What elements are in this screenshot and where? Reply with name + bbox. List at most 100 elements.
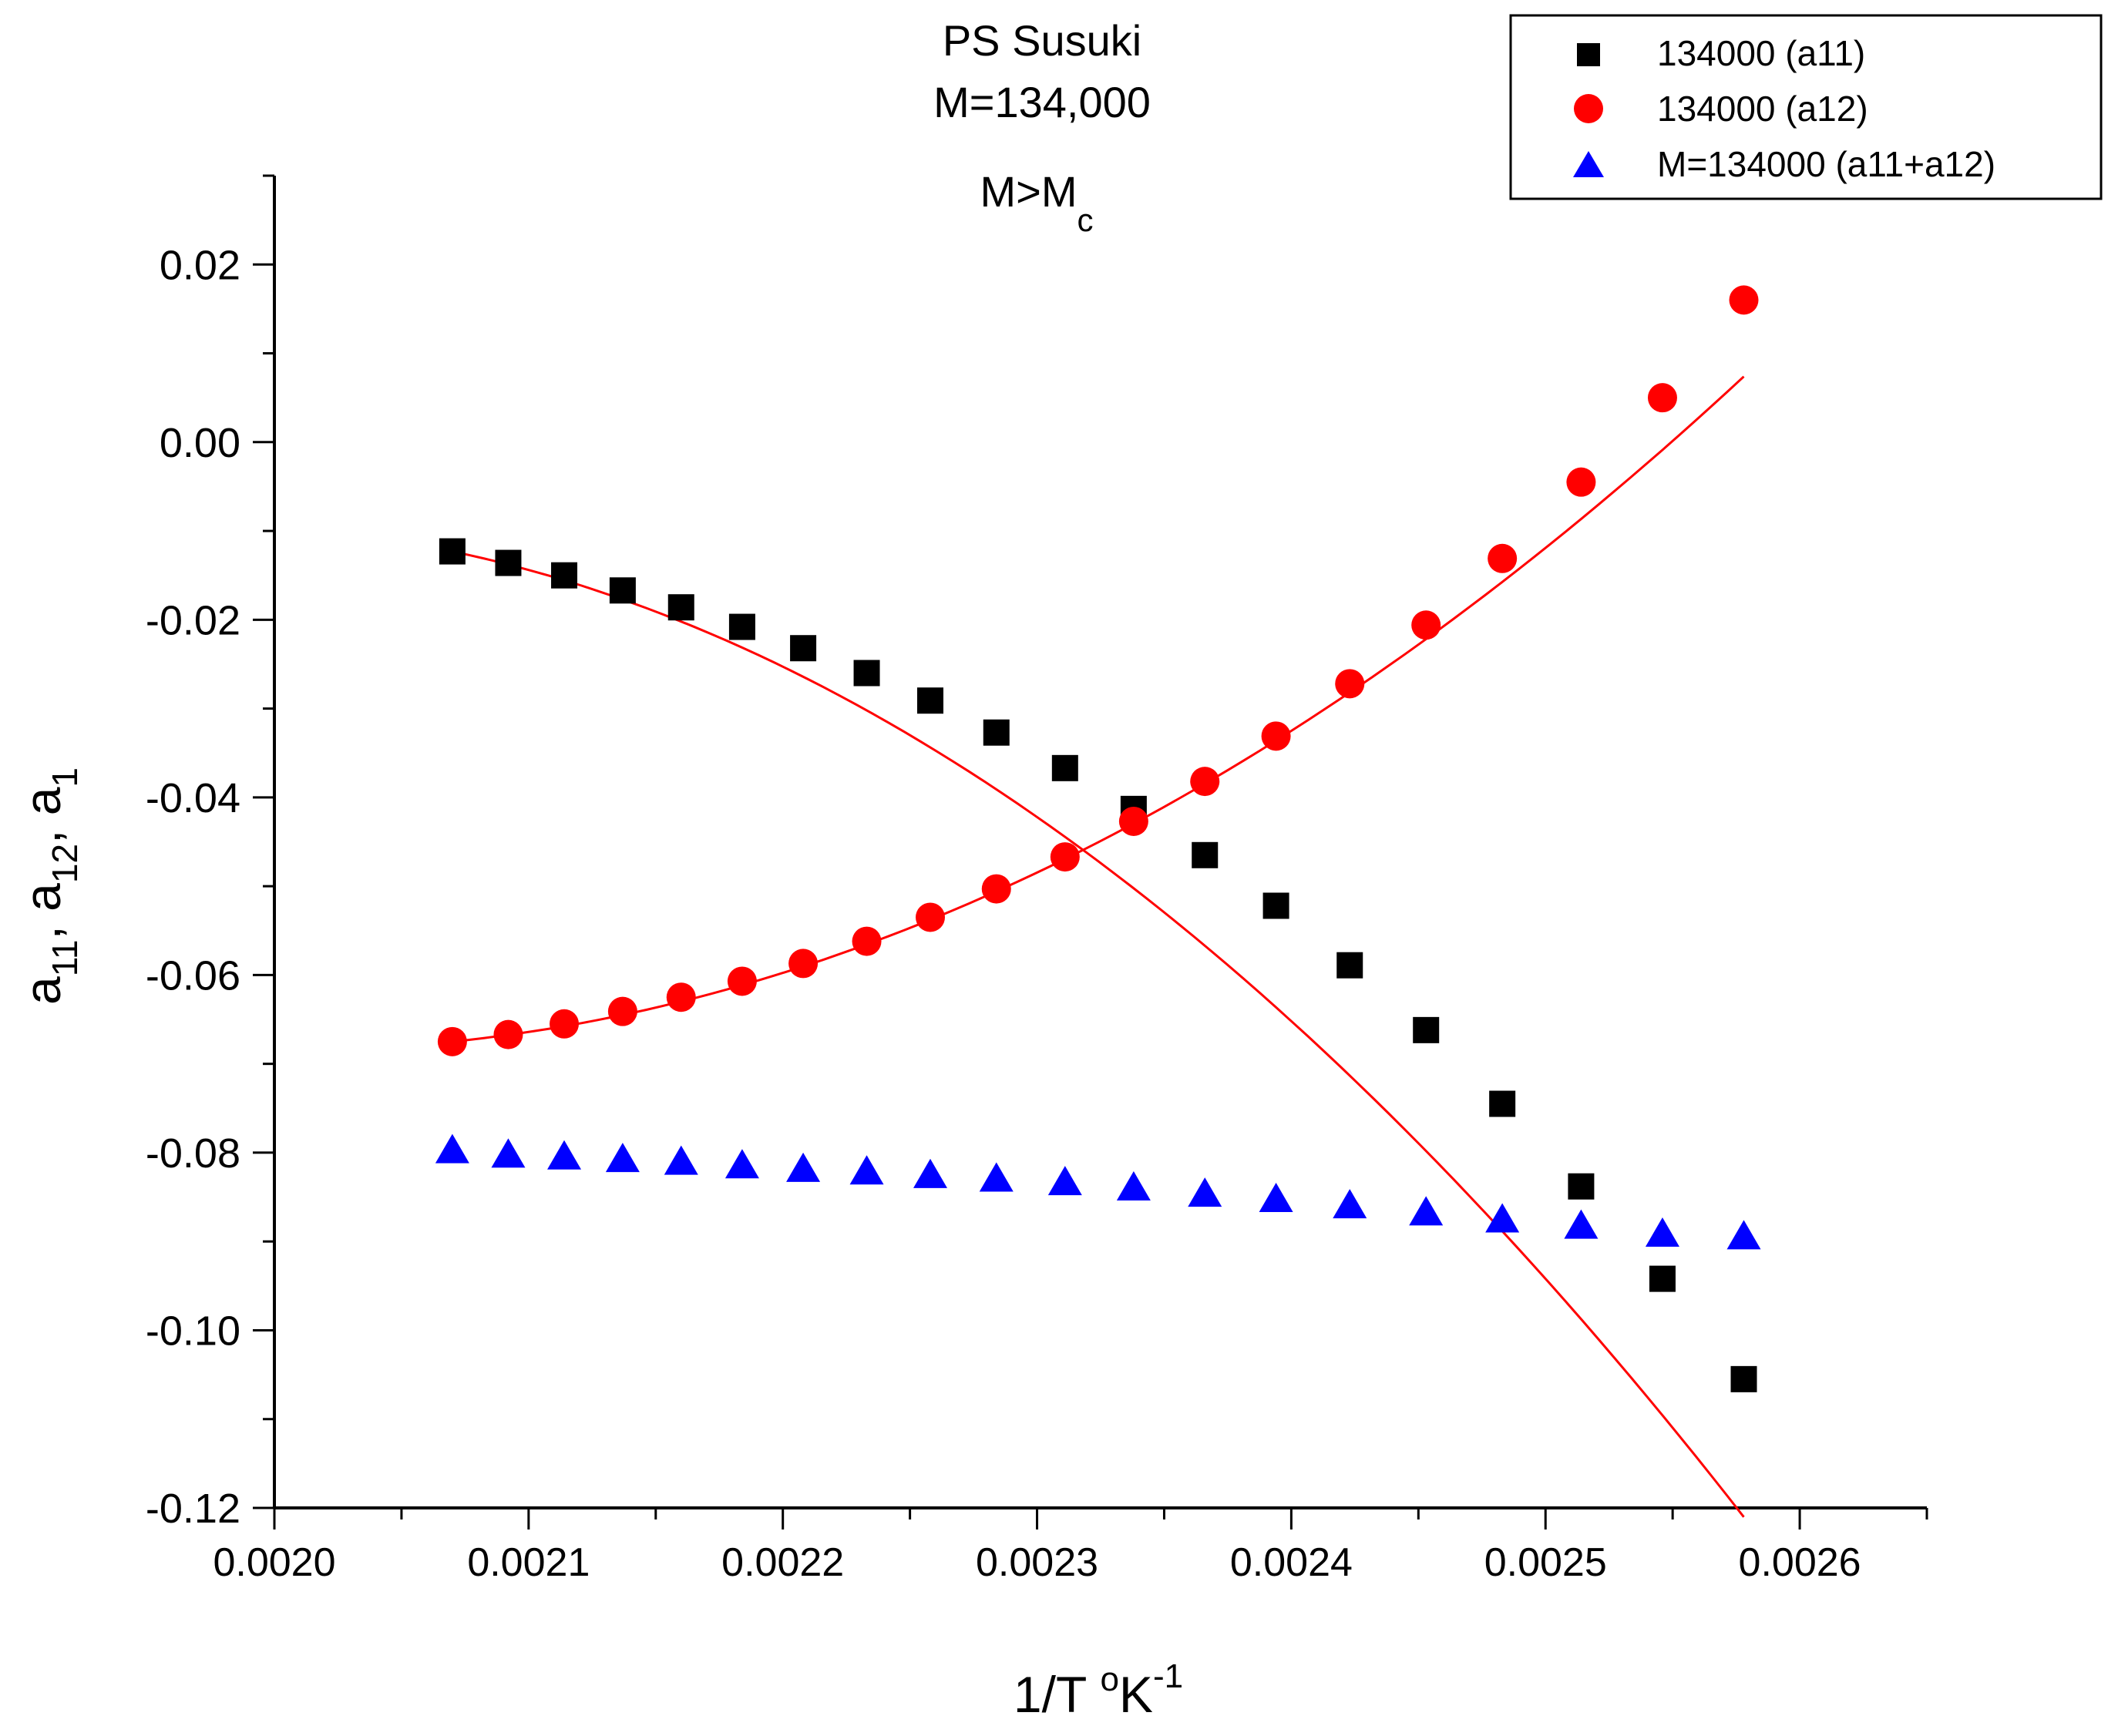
point-a11: [551, 562, 578, 589]
point-a11-plus-a12: [724, 1149, 759, 1179]
annotation-subscript: c: [1077, 202, 1094, 238]
point-a11-plus-a12: [435, 1133, 469, 1163]
point-a11: [439, 538, 466, 565]
series-a12: [437, 285, 1759, 1056]
chart-title: PS Susuki M=134,000 M>Mc: [933, 16, 1151, 238]
plot-area: 0.0020 0.0021 0.0022 0.0023 0.0024 0.0025 0.00…: [146, 174, 1928, 1585]
point-a11-plus-a12: [786, 1152, 821, 1182]
point-a11: [495, 549, 522, 576]
x-axis-label: 1/T oK-1: [1014, 1657, 1183, 1723]
point-a12: [1335, 669, 1365, 699]
point-a12: [981, 874, 1011, 904]
series-a11-plus-a12: [435, 1133, 1761, 1250]
point-a12: [1261, 721, 1291, 751]
y-tick-label: 0.02: [160, 242, 240, 288]
x-tick-label: 0.0021: [467, 1540, 590, 1585]
x-tick-label: 0.0023: [976, 1540, 1098, 1585]
point-a11: [609, 577, 636, 604]
annotation-main: M>M: [980, 167, 1077, 216]
point-a12: [788, 949, 819, 979]
point-a11-plus-a12: [491, 1138, 526, 1168]
legend-triangle-marker: [1573, 151, 1604, 177]
point-a12: [550, 1009, 580, 1039]
legend-circle-marker: [1574, 94, 1603, 123]
point-a11: [1336, 952, 1363, 979]
legend-frame: [1509, 14, 2103, 200]
y-tick-label: -0.02: [146, 597, 240, 643]
point-a11: [667, 594, 694, 621]
point-a11-plus-a12: [1564, 1209, 1599, 1239]
point-a11-plus-a12: [1047, 1166, 1082, 1196]
x-axis-title: 1/T oK-1: [1014, 1657, 1183, 1723]
point-a12: [1566, 467, 1596, 497]
y-axis-title: a11, a12, a1: [14, 767, 85, 1005]
point-a11-plus-a12: [849, 1155, 884, 1185]
point-a11: [983, 719, 1010, 746]
y-tick-label: -0.12: [146, 1486, 240, 1532]
point-a12: [437, 1026, 467, 1056]
point-a12: [493, 1019, 523, 1049]
point-a11: [853, 660, 880, 687]
y-tick-label: 0.00: [160, 420, 240, 466]
point-a11-plus-a12: [1409, 1196, 1444, 1226]
point-a12: [1050, 842, 1080, 872]
point-a11-plus-a12: [979, 1162, 1014, 1192]
fit-line-a11: [452, 550, 1745, 1518]
point-a11-plus-a12: [605, 1143, 640, 1173]
legend: 134000 (a11) 134000 (a12) M=134000 (a11+…: [1509, 14, 2103, 200]
y-tick-label: -0.08: [146, 1130, 240, 1177]
x-tick-label: 0.0020: [213, 1540, 335, 1585]
point-a11-plus-a12: [1726, 1220, 1761, 1250]
fit-line-a12: [452, 375, 1745, 1043]
point-a11: [728, 613, 755, 640]
legend-item-sum: M=134000 (a11+a12): [1573, 144, 1995, 184]
legend-label-a11: 134000 (a11): [1657, 33, 1865, 73]
point-a12: [1118, 806, 1148, 836]
point-a11: [1489, 1090, 1516, 1117]
point-a11: [917, 687, 944, 714]
point-a12: [727, 966, 757, 996]
series-a11: [439, 538, 1757, 1392]
legend-label-sum: M=134000 (a11+a12): [1657, 144, 1995, 184]
x-tick-label: 0.0022: [721, 1540, 844, 1585]
point-a12: [1729, 285, 1759, 315]
point-a11-plus-a12: [1188, 1177, 1222, 1207]
point-a11-plus-a12: [1333, 1189, 1367, 1219]
x-tick-label: 0.0026: [1739, 1540, 1861, 1585]
point-a12: [1190, 767, 1220, 797]
point-a11: [1413, 1016, 1440, 1043]
point-a11: [1730, 1365, 1757, 1392]
point-a11: [1262, 892, 1289, 919]
chart-annotation-mc: M>Mc: [980, 167, 1094, 238]
point-a12: [1647, 383, 1677, 413]
point-a12: [1411, 610, 1441, 640]
point-a11: [1192, 841, 1219, 868]
x-tick-label: 0.0025: [1484, 1540, 1607, 1585]
point-a11-plus-a12: [664, 1145, 698, 1175]
legend-item-a12: 134000 (a12): [1574, 89, 1868, 129]
point-a11-plus-a12: [1116, 1171, 1151, 1201]
point-a11: [790, 635, 817, 662]
y-tick-label: -0.10: [146, 1308, 240, 1354]
point-a11-plus-a12: [547, 1140, 582, 1170]
chart-title-line-1: PS Susuki: [943, 16, 1141, 65]
point-a12: [607, 996, 637, 1026]
point-a11-plus-a12: [1259, 1183, 1293, 1213]
point-a11: [1051, 754, 1078, 781]
point-a12: [852, 926, 882, 956]
point-a11: [1649, 1265, 1676, 1292]
chart-title-line-2: M=134,000: [933, 78, 1151, 126]
legend-square-marker: [1577, 43, 1600, 66]
y-axis-label: a11, a12, a1: [14, 767, 85, 1005]
legend-label-a12: 134000 (a12): [1657, 89, 1868, 129]
point-a12: [1488, 543, 1518, 573]
point-a11-plus-a12: [1485, 1203, 1520, 1233]
point-a12: [916, 902, 946, 932]
point-a12: [666, 982, 696, 1012]
y-tick-label: -0.04: [146, 775, 240, 821]
point-a11-plus-a12: [913, 1158, 948, 1188]
point-a11: [1568, 1173, 1595, 1200]
point-a11-plus-a12: [1645, 1217, 1679, 1247]
legend-item-a11: 134000 (a11): [1577, 33, 1865, 73]
